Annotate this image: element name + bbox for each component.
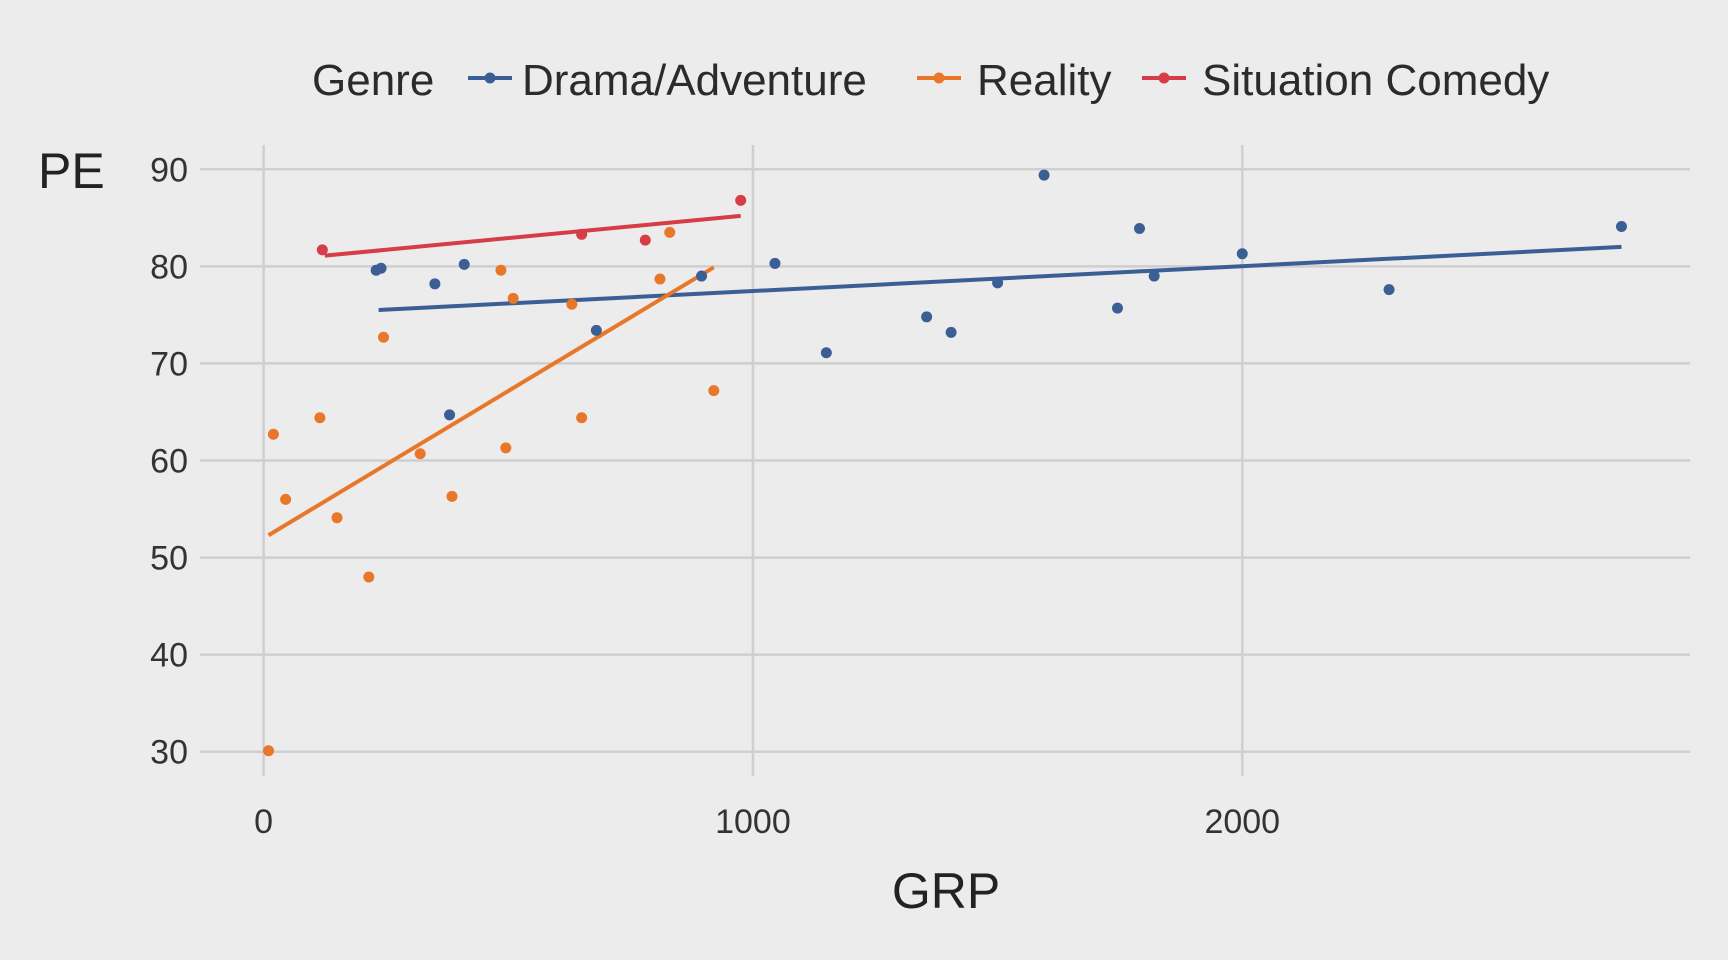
legend-label-reality: Reality (977, 56, 1112, 105)
point-reality (267, 428, 279, 440)
legend: Genre Drama/Adventure Reality Situation … (312, 56, 1549, 105)
point-reality (331, 512, 343, 524)
point-drama-adventure (945, 326, 957, 338)
point-reality (377, 331, 389, 343)
legend-key-dot-reality (933, 72, 945, 84)
x-tick-label: 1000 (715, 803, 791, 841)
legend-key-dot-sitcom (1158, 72, 1170, 84)
tick-labels: 30 40 50 60 70 80 90 0 1000 2000 (150, 151, 1280, 841)
point-reality (414, 448, 426, 460)
point-drama-adventure (375, 262, 387, 274)
y-tick-label: 60 (150, 443, 188, 481)
legend-label-sitcom: Situation Comedy (1202, 56, 1549, 105)
point-drama-adventure (458, 258, 470, 270)
point-drama-adventure (1236, 248, 1248, 260)
y-tick-label: 50 (150, 540, 188, 578)
point-drama-adventure (921, 311, 933, 323)
point-drama-adventure (769, 257, 781, 269)
point-reality (654, 273, 666, 285)
y-tick-label: 70 (150, 345, 188, 383)
point-reality (708, 385, 720, 397)
point-drama-adventure (1383, 284, 1395, 296)
gridlines (200, 145, 1690, 776)
legend-key-dot-drama (484, 72, 496, 84)
point-drama-adventure (820, 347, 832, 359)
data-points (263, 169, 1627, 757)
point-drama-adventure (444, 409, 456, 421)
x-tick-label: 2000 (1204, 803, 1280, 841)
x-axis-title: GRP (892, 863, 1000, 919)
y-tick-label: 90 (150, 151, 188, 189)
point-drama-adventure (992, 277, 1004, 289)
point-reality (566, 298, 578, 310)
point-reality (446, 490, 458, 502)
point-reality (664, 226, 676, 238)
point-reality (507, 292, 519, 304)
y-tick-label: 40 (150, 637, 188, 675)
y-axis-title: PE (38, 143, 105, 199)
point-reality (576, 412, 588, 424)
point-drama-adventure (1111, 302, 1123, 314)
point-drama-adventure (590, 324, 602, 336)
trend-lines (267, 213, 1622, 537)
point-drama-adventure (1038, 169, 1050, 181)
point-drama-adventure (1148, 270, 1160, 282)
point-drama-adventure (429, 278, 441, 290)
point-reality (314, 412, 326, 424)
y-tick-label: 30 (150, 734, 188, 772)
point-situation-comedy (316, 244, 328, 256)
x-tick-label: 0 (254, 803, 273, 841)
trend-line-reality (267, 265, 715, 537)
point-reality (263, 745, 275, 757)
y-tick-label: 80 (150, 248, 188, 286)
point-situation-comedy (735, 194, 747, 206)
legend-label-drama: Drama/Adventure (522, 56, 867, 105)
point-reality (280, 493, 292, 505)
point-reality (495, 264, 507, 276)
point-reality (500, 442, 512, 454)
point-drama-adventure (1615, 221, 1627, 233)
trend-line-situation-comedy (324, 213, 741, 258)
point-reality (363, 571, 375, 583)
point-drama-adventure (696, 270, 708, 282)
point-situation-comedy (576, 228, 588, 240)
legend-title: Genre (312, 56, 434, 105)
point-drama-adventure (1134, 222, 1146, 234)
point-situation-comedy (639, 234, 651, 246)
